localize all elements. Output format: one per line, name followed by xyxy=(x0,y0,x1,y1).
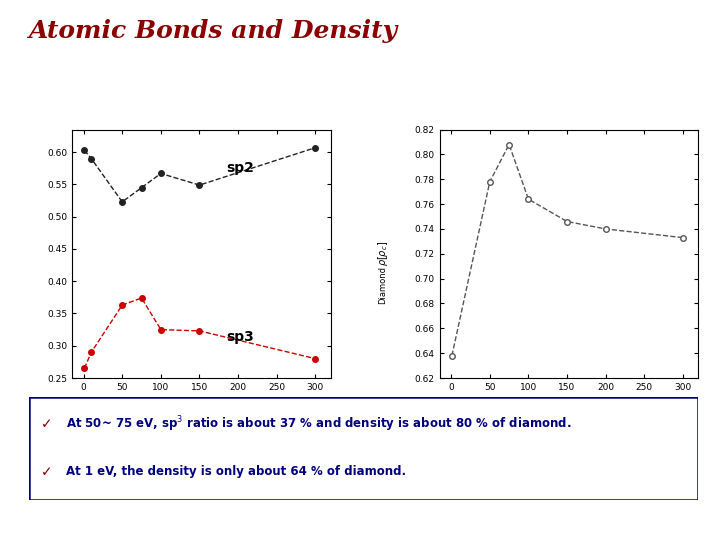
Text: sp2: sp2 xyxy=(227,160,254,174)
Text: ✓: ✓ xyxy=(41,417,53,431)
Text: ✓: ✓ xyxy=(41,465,53,479)
FancyBboxPatch shape xyxy=(29,397,698,500)
Text: $\rho[\rho_c]$: $\rho[\rho_c]$ xyxy=(376,241,390,266)
X-axis label: Beam Energy [eV]: Beam Energy [eV] xyxy=(516,397,622,408)
Text: sp3: sp3 xyxy=(227,330,254,344)
Text: At 50~ 75 eV, sp$^3$ ratio is about 37 % and density is about 80 % of diamond.: At 50~ 75 eV, sp$^3$ ratio is about 37 %… xyxy=(66,415,572,434)
X-axis label: Beam Energy [eV]: Beam Energy [eV] xyxy=(148,397,254,408)
Text: Atomic Bonds and Density: Atomic Bonds and Density xyxy=(29,19,398,43)
Text: Diamond: Diamond xyxy=(378,266,387,304)
Text: At 1 eV, the density is only about 64 % of diamond.: At 1 eV, the density is only about 64 % … xyxy=(66,465,406,478)
